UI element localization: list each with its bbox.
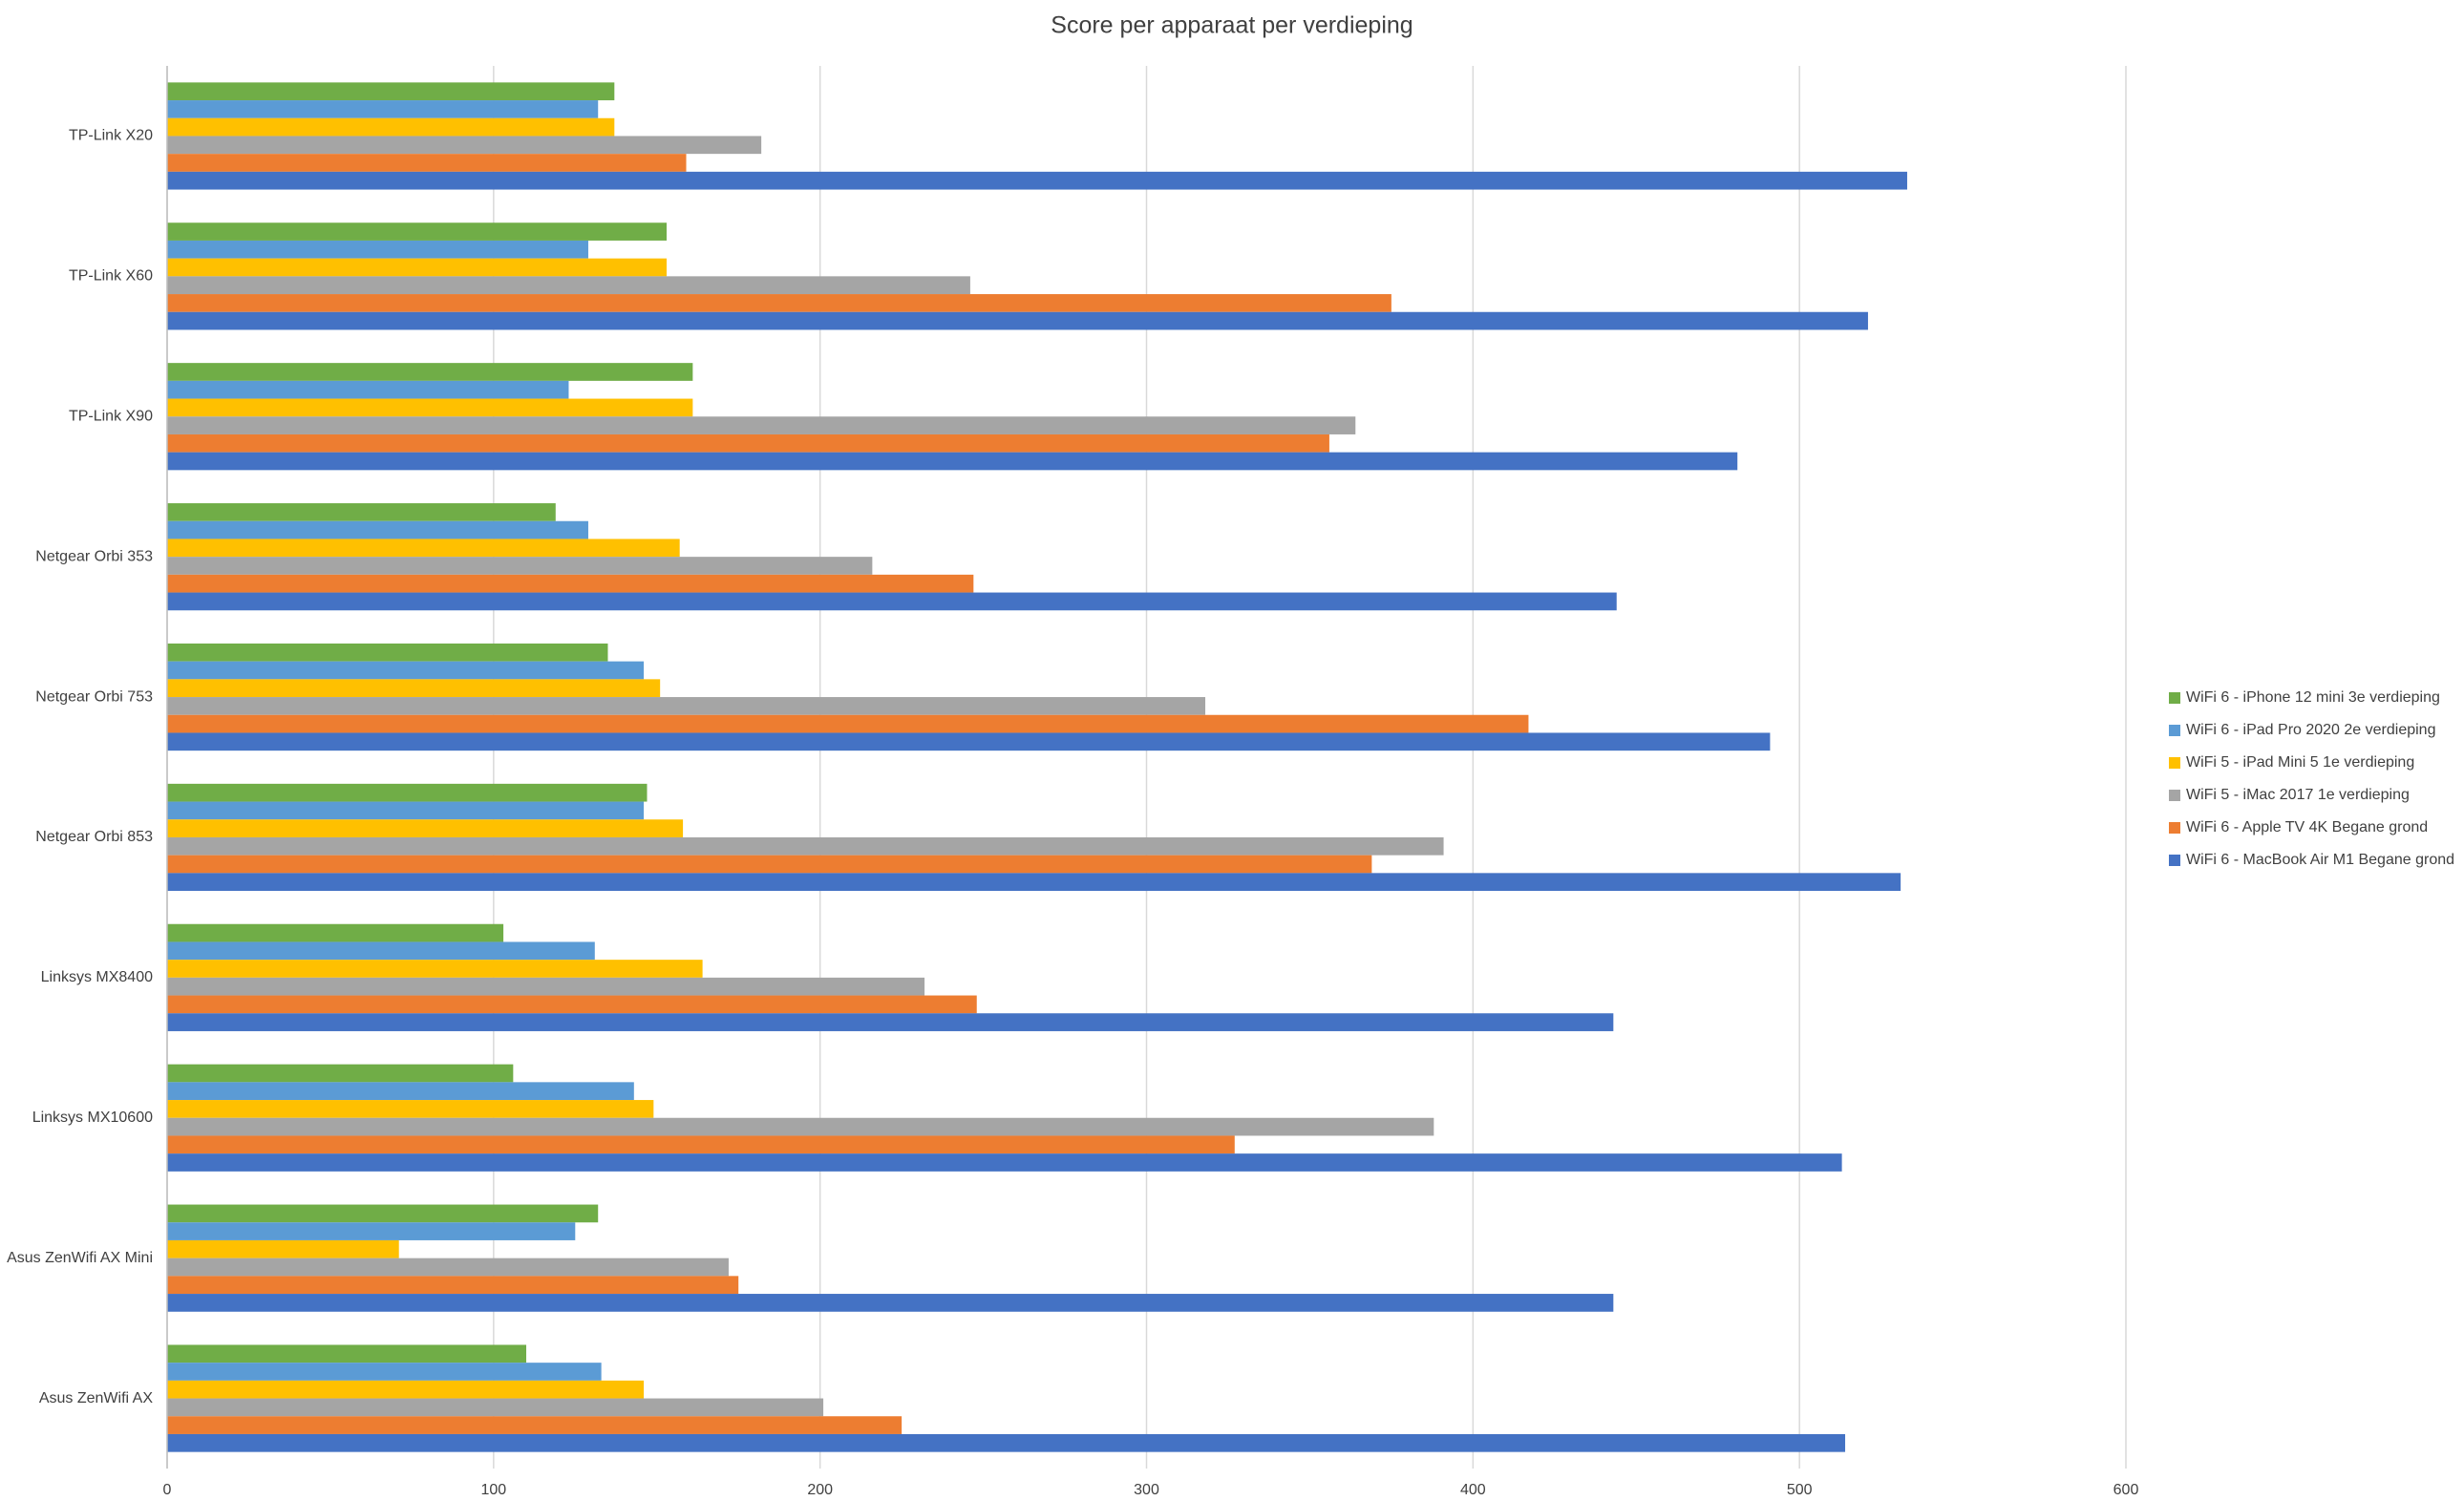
bar: [167, 1363, 602, 1381]
bar: [167, 1276, 739, 1295]
bar: [167, 1064, 514, 1083]
bar: [167, 1100, 654, 1118]
bar: [167, 1153, 1842, 1172]
bar: [167, 136, 762, 155]
bar: [167, 1433, 1846, 1452]
bar: [167, 311, 1868, 330]
y-tick-label: Netgear Orbi 353: [35, 548, 153, 564]
bar: [167, 294, 1391, 312]
x-tick-label: 200: [807, 1482, 833, 1498]
bar: [167, 855, 1372, 874]
bar: [167, 941, 595, 961]
y-tick-label: Linksys MX8400: [41, 969, 153, 985]
bar: [167, 960, 703, 978]
bar: [167, 1239, 399, 1258]
legend-swatch: [2169, 757, 2180, 769]
bar: [167, 416, 1356, 434]
bar: [167, 1222, 576, 1240]
bar: [167, 977, 925, 996]
bar: [167, 433, 1329, 453]
legend-swatch: [2169, 822, 2180, 834]
bar: [167, 398, 693, 417]
bar: [167, 1258, 729, 1277]
legend-swatch: [2169, 790, 2180, 801]
legend-swatch: [2169, 855, 2180, 866]
y-tick-label: Netgear Orbi 853: [35, 829, 153, 845]
bar: [167, 452, 1738, 471]
chart-title: Score per apparaat per verdieping: [1051, 12, 1413, 39]
bar: [167, 1344, 527, 1364]
bar: [167, 1416, 903, 1434]
bar: [167, 679, 661, 698]
bar: [167, 1117, 1434, 1136]
y-tick-label: Asus ZenWifi AX: [39, 1390, 153, 1406]
bar: [167, 520, 588, 539]
y-tick-label: TP-Link X20: [69, 128, 153, 144]
x-tick-label: 600: [2114, 1482, 2139, 1498]
bar: [167, 995, 977, 1014]
bar: [167, 1398, 824, 1417]
bar: [167, 783, 648, 802]
bar: [167, 819, 684, 837]
bar: [167, 661, 645, 680]
bar: [167, 714, 1529, 733]
bar: [167, 380, 569, 399]
bar: [167, 1294, 1614, 1312]
bar: [167, 592, 1617, 611]
bar: [167, 873, 1901, 892]
bar: [167, 1204, 599, 1223]
x-tick-label: 400: [1460, 1482, 1486, 1498]
bar: [167, 801, 645, 820]
legend-label: WiFi 6 - MacBook Air M1 Begane grond: [2186, 852, 2454, 868]
bar: [167, 240, 588, 259]
y-tick-label: Linksys MX10600: [32, 1110, 153, 1126]
bar: [167, 154, 687, 172]
legend-label: WiFi 5 - iPad Mini 5 1e verdieping: [2186, 754, 2414, 771]
bar: [167, 222, 668, 241]
bar: [167, 276, 970, 295]
bar: [167, 100, 599, 118]
bar: [167, 697, 1206, 715]
y-tick-label: TP-Link X90: [69, 408, 153, 424]
bar: [167, 1013, 1614, 1031]
x-tick-label: 100: [480, 1482, 506, 1498]
legend-swatch: [2169, 725, 2180, 736]
x-tick-label: 0: [163, 1482, 172, 1498]
bar: [167, 923, 504, 942]
y-tick-label: TP-Link X60: [69, 268, 153, 285]
legend-label: WiFi 6 - iPad Pro 2020 2e verdieping: [2186, 722, 2435, 738]
legend-label: WiFi 5 - iMac 2017 1e verdieping: [2186, 787, 2410, 803]
bar: [167, 503, 556, 521]
y-tick-label: Netgear Orbi 753: [35, 688, 153, 705]
legend-swatch: [2169, 692, 2180, 704]
legend-label: WiFi 6 - iPhone 12 mini 3e verdieping: [2186, 689, 2440, 706]
bar: [167, 1380, 645, 1399]
legend-label: WiFi 6 - Apple TV 4K Begane grond: [2186, 819, 2428, 835]
bar: [167, 1135, 1235, 1154]
bar: [167, 539, 680, 558]
x-tick-label: 500: [1787, 1482, 1813, 1498]
bar: [167, 117, 615, 137]
bar: [167, 836, 1444, 856]
bar: [167, 258, 668, 277]
bar: [167, 82, 615, 101]
bar: [167, 1082, 634, 1101]
bar: [167, 557, 873, 575]
bar: [167, 643, 608, 662]
y-tick-label: Asus ZenWifi AX Mini: [7, 1250, 153, 1266]
bar: [167, 171, 1907, 190]
bar: [167, 363, 693, 381]
bar: [167, 732, 1771, 751]
x-tick-label: 300: [1134, 1482, 1159, 1498]
bar: [167, 574, 974, 593]
